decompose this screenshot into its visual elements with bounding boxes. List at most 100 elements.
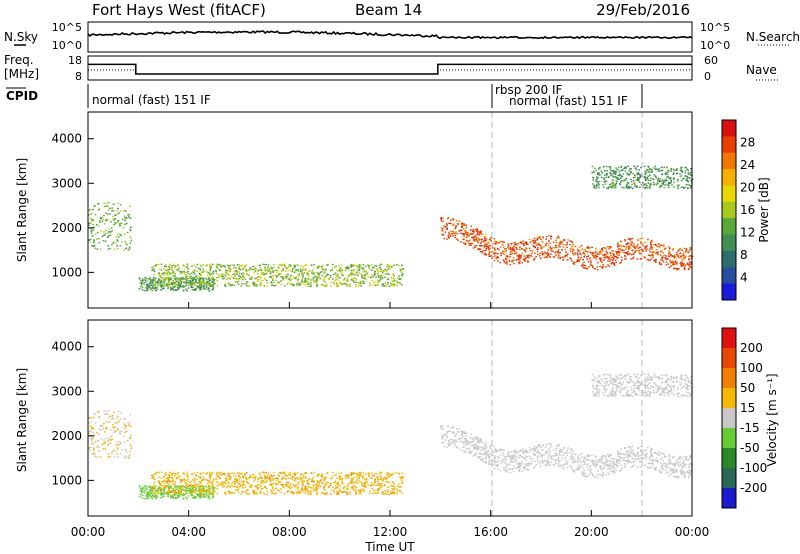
power-cell xyxy=(656,245,659,247)
velocity-cell xyxy=(388,493,391,496)
velocity-cell xyxy=(347,483,350,485)
velocity-cell xyxy=(229,472,231,475)
velocity-cell xyxy=(88,422,90,424)
power-cell xyxy=(204,270,207,272)
power-cell xyxy=(259,269,261,271)
velocity-cell xyxy=(250,485,252,487)
power-cell xyxy=(107,248,110,250)
power-cell xyxy=(248,285,250,287)
velocity-cell xyxy=(582,460,584,463)
power-cell xyxy=(362,282,364,284)
power-cell xyxy=(540,244,542,247)
power-cell xyxy=(509,248,512,250)
power-cell xyxy=(521,253,523,255)
power-cell xyxy=(189,273,191,276)
velocity-cell xyxy=(241,472,243,475)
velocity-cell xyxy=(363,478,365,480)
power-cell xyxy=(162,272,165,274)
power-cell xyxy=(555,237,558,239)
power-cell xyxy=(659,184,662,187)
velocity-cell xyxy=(199,472,202,474)
velocity-cell xyxy=(387,491,389,493)
power-cell xyxy=(647,169,649,171)
velocity-cell xyxy=(119,453,122,455)
power-cell xyxy=(105,202,108,205)
power-cell xyxy=(524,242,526,244)
power-cell xyxy=(396,280,398,282)
power-cell xyxy=(168,282,171,285)
power-cell xyxy=(221,265,224,267)
power-cell xyxy=(350,269,352,272)
power-cell xyxy=(160,280,163,282)
power-cell xyxy=(485,254,488,256)
power-cell xyxy=(103,202,105,204)
power-cell xyxy=(243,273,245,275)
power-cell xyxy=(629,240,632,242)
power-cell xyxy=(233,264,235,266)
velocity-cell xyxy=(167,477,169,480)
velocity-cell xyxy=(353,488,355,491)
velocity-cell xyxy=(212,478,215,480)
power-cell xyxy=(479,242,482,244)
power-cell xyxy=(175,268,178,271)
power-cell xyxy=(595,178,598,180)
power-cell xyxy=(447,236,450,238)
power-cell xyxy=(690,179,692,182)
power-cell xyxy=(152,268,154,270)
power-cell xyxy=(595,258,597,260)
power-cell xyxy=(583,256,586,258)
velocity-cell xyxy=(616,462,618,464)
power-cell xyxy=(176,284,179,286)
velocity-cell xyxy=(126,451,128,454)
velocity-cell xyxy=(379,471,382,474)
power-cell xyxy=(374,265,376,267)
power-cell xyxy=(151,285,154,288)
velocity-cell xyxy=(249,486,251,488)
velocity-cell xyxy=(649,450,652,452)
power-cell xyxy=(103,231,105,233)
power-cell xyxy=(304,280,306,282)
power-cell xyxy=(303,265,305,267)
power-cell xyxy=(302,273,304,275)
power-cell xyxy=(454,236,456,239)
velocity-cell xyxy=(150,496,152,498)
power-cell xyxy=(175,289,177,291)
velocity-cell xyxy=(331,477,333,479)
velocity-cell xyxy=(269,476,272,478)
power-cell xyxy=(679,173,681,175)
power-cell xyxy=(365,278,367,281)
power-cell xyxy=(234,281,237,283)
power-cell xyxy=(668,252,670,254)
power-cell xyxy=(440,218,442,221)
velocity-cell xyxy=(591,461,593,463)
velocity-cell xyxy=(149,492,151,495)
power-cell xyxy=(206,264,209,267)
power-cell xyxy=(595,180,597,182)
power-cell xyxy=(342,279,345,281)
power-cell xyxy=(148,285,150,288)
power-cell xyxy=(653,259,655,262)
power-cell xyxy=(668,255,670,258)
power-cell xyxy=(382,272,384,274)
velocity-cell xyxy=(186,476,189,478)
colorbar-swatch xyxy=(722,201,736,219)
power-cell xyxy=(191,265,193,267)
power-cell xyxy=(657,182,659,184)
velocity-cell xyxy=(378,478,380,480)
velocity-cell xyxy=(240,473,242,475)
velocity-cell xyxy=(334,481,336,484)
velocity-cell xyxy=(174,490,176,492)
velocity-cell xyxy=(204,496,207,498)
power-cell xyxy=(352,280,354,282)
velocity-cell xyxy=(194,497,196,499)
power-cell xyxy=(211,277,213,279)
power-cell xyxy=(487,245,489,247)
power-cell xyxy=(293,271,296,274)
power-cell xyxy=(662,260,665,263)
power-cell xyxy=(112,242,114,244)
power-cell xyxy=(163,287,165,290)
velocity-cell xyxy=(167,483,170,485)
power-cell xyxy=(460,222,463,224)
velocity-cell xyxy=(224,493,227,496)
velocity-cell xyxy=(188,486,190,488)
